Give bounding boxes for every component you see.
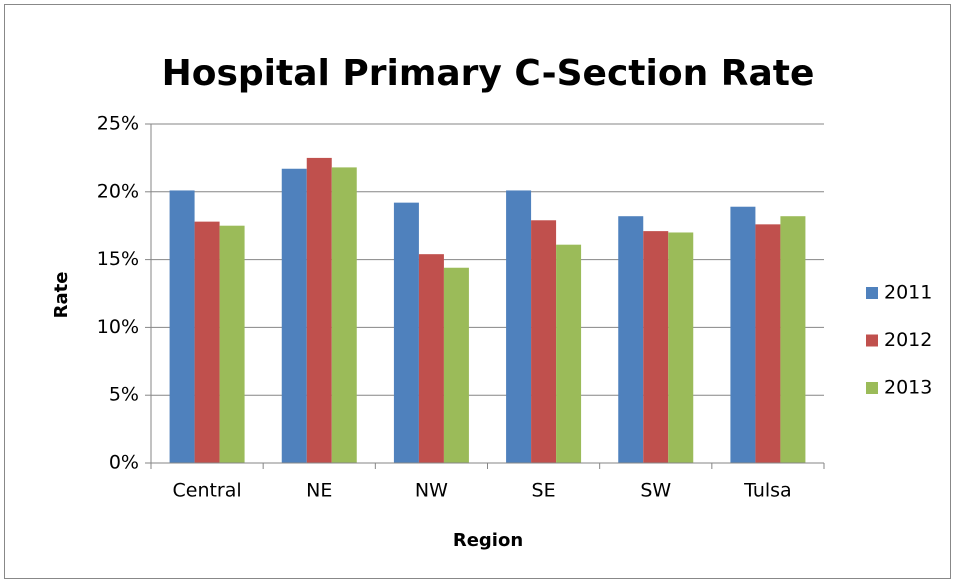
legend-swatch: [866, 382, 878, 394]
legend-label: 2011: [884, 282, 932, 304]
y-tick-label: 20%: [97, 180, 139, 202]
legend-label: 2013: [884, 377, 932, 399]
y-tick-label: 10%: [97, 316, 139, 338]
bar: [755, 224, 781, 463]
bar: [194, 221, 220, 463]
bar: [331, 167, 357, 463]
bar: [281, 168, 307, 464]
bar: [393, 202, 419, 463]
bar: [219, 225, 245, 463]
y-tick-label: 15%: [97, 248, 139, 270]
bar: [443, 267, 469, 463]
bar: [668, 232, 694, 463]
x-tick-label: Tulsa: [743, 480, 792, 502]
legend-swatch: [866, 287, 878, 299]
bar: [418, 254, 444, 463]
x-axis-title: Region: [453, 530, 523, 551]
bar: [618, 216, 644, 463]
x-tick-label: SW: [640, 480, 671, 502]
x-tick-label: NW: [415, 480, 448, 502]
bar: [531, 220, 557, 463]
y-tick-label: 25%: [97, 113, 139, 135]
bar: [306, 157, 332, 463]
legend-swatch: [866, 334, 878, 347]
y-tick-label: 0%: [109, 452, 139, 474]
bar: [506, 190, 532, 463]
y-tick-label: 5%: [109, 384, 139, 406]
y-axis-title: Rate: [51, 272, 72, 319]
bar: [169, 190, 195, 463]
bar: [780, 216, 806, 463]
x-tick-label: SE: [532, 480, 556, 502]
bar: [643, 231, 669, 463]
bar: [730, 206, 756, 463]
x-tick-label: NE: [306, 480, 332, 502]
x-tick-label: Central: [172, 480, 241, 502]
bar: [556, 244, 582, 463]
legend-label: 2012: [884, 329, 932, 351]
chart-title: Hospital Primary C-Section Rate: [162, 53, 815, 94]
